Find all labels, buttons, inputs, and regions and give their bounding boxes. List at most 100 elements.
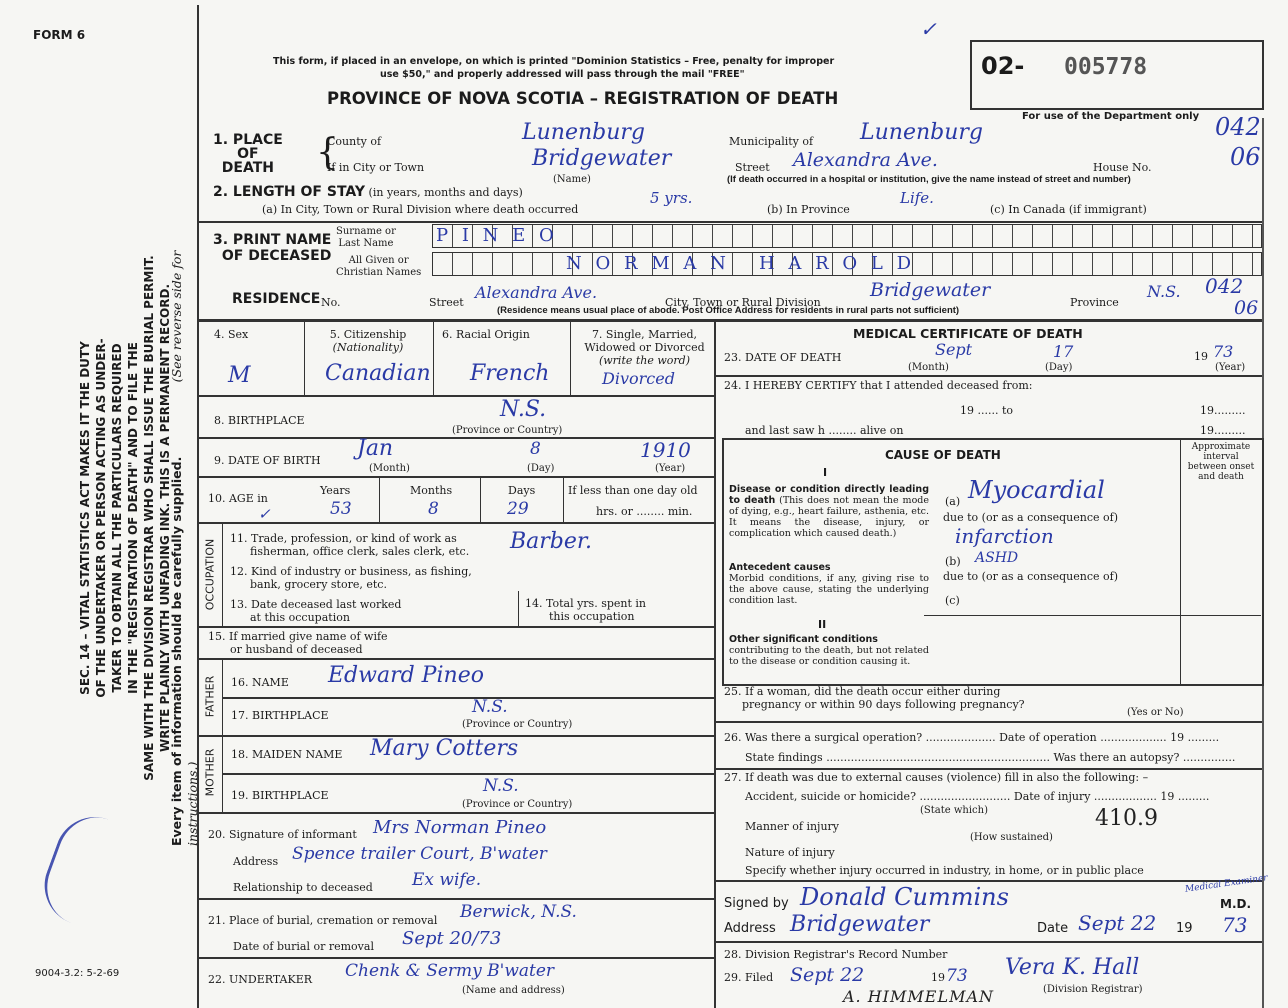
letter-box [1113, 225, 1133, 247]
divider [199, 812, 714, 814]
citizenship-label: 5. Citizenship (Nationality) [313, 328, 423, 354]
relationship-value: Ex wife. [412, 870, 482, 890]
divider [199, 658, 714, 660]
letter-box [913, 253, 933, 275]
father-side-label: FATHER [203, 675, 217, 718]
divider [223, 773, 714, 775]
divider [199, 522, 714, 524]
street-value: Alexandra Ave. [793, 149, 938, 171]
letter-box [1173, 225, 1193, 247]
divider [570, 322, 571, 395]
letter-box [1053, 253, 1073, 275]
county-label: County of [327, 135, 382, 148]
letter-box [513, 225, 533, 247]
letter-box [993, 225, 1013, 247]
divider [197, 319, 1262, 322]
letter-box [1193, 253, 1213, 275]
informant-address-label: Address [233, 855, 279, 868]
letter-box [613, 253, 633, 275]
label: at this occupation [250, 611, 350, 624]
burial-place-label: 21. Place of burial, cremation or remova… [208, 914, 438, 927]
divider [433, 322, 434, 395]
mail-notice-2: use $50," and properly addressed will pa… [380, 69, 745, 80]
letter-box [613, 225, 633, 247]
dod-month: Sept [935, 340, 973, 359]
divider [480, 477, 481, 523]
letter-box [693, 225, 713, 247]
nature-label: Nature of injury [745, 846, 835, 859]
province-note: (Province or Country) [462, 719, 573, 730]
letter-box [433, 225, 453, 247]
years-label: Years [320, 484, 351, 497]
cause-a2-value: infarction [955, 524, 1054, 548]
cause-title: CAUSE OF DEATH [885, 448, 1001, 462]
letter-box [553, 225, 573, 247]
burial-date-value: Sept 20/73 [402, 928, 502, 949]
stay-province-value: Life. [900, 189, 934, 207]
registration-number-box: 02- 005778 [970, 40, 1264, 110]
letter-box [1233, 253, 1253, 275]
page-title: PROVINCE OF NOVA SCOTIA – REGISTRATION O… [327, 89, 839, 108]
divider [379, 477, 380, 523]
spouse-label: 15. If married give name of wife or husba… [208, 630, 388, 656]
letter-box [873, 225, 893, 247]
mother-name-label: 18. MAIDEN NAME [231, 748, 343, 761]
cause-b-label: (b) [945, 555, 961, 568]
signed-by-label: Signed by [724, 896, 789, 911]
letter-box [1113, 253, 1133, 275]
letter-box [953, 253, 973, 275]
letter-box [1073, 253, 1093, 275]
mother-side-label: MOTHER [203, 748, 217, 797]
label: Other significant conditions [729, 634, 878, 645]
age-label: 10. AGE in [208, 492, 268, 505]
accident-label: Accident, suicide or homicide? .........… [745, 790, 1210, 803]
divider [199, 626, 714, 628]
industry-label: 12. Kind of industry or business, as fis… [230, 565, 472, 591]
divider [199, 476, 714, 478]
interval-label: Approximate interval between onset and d… [1187, 442, 1255, 482]
letter-box [1153, 253, 1173, 275]
physician-signature: Donald Cummins [800, 883, 1009, 911]
surname-grid[interactable] [432, 224, 1262, 248]
letter-box [673, 225, 693, 247]
md-label: M.D. [1220, 897, 1252, 911]
attended-end: 19......... [1200, 404, 1246, 417]
letter-box [573, 225, 593, 247]
surname-label: Surname or Last Name [336, 226, 396, 250]
form-number: FORM 6 [33, 28, 86, 42]
dod-year-prefix: 19 [1194, 350, 1208, 363]
letter-box [593, 253, 613, 275]
letter-box [853, 225, 873, 247]
label: 3. PRINT NAME [213, 232, 332, 248]
state-which-note: (State which) [920, 805, 988, 816]
racial-origin-value: French [470, 361, 550, 386]
letter-box [693, 253, 713, 275]
notice-line: IN THE "REGISTRATION OF DEATH" AND TO FI… [126, 342, 140, 694]
letter-box [473, 225, 493, 247]
letter-box [653, 253, 673, 275]
label-note: Morbid conditions, if any, giving rise t… [729, 573, 929, 606]
stay-city-value: 5 yrs. [650, 189, 693, 207]
hospital-note: (If death occurred in a hospital or inst… [727, 174, 1131, 185]
divider [924, 615, 1261, 616]
letter-box [1033, 225, 1053, 247]
letter-box [773, 253, 793, 275]
father-name-value: Edward Pineo [328, 663, 484, 688]
filed-date: Sept 22 [790, 964, 865, 986]
marital-value: Divorced [602, 369, 675, 388]
label: DEATH [221, 160, 274, 176]
cause-b-value: ASHD [975, 550, 1019, 566]
given-names-grid[interactable] [432, 252, 1262, 276]
divider [222, 523, 223, 626]
letter-box [733, 253, 753, 275]
less-than-day-label: If less than one day old [568, 484, 698, 497]
letter-box [1033, 253, 1053, 275]
burial-date-label: Date of burial or removal [233, 940, 374, 953]
letter-box [793, 225, 813, 247]
letter-box [893, 253, 913, 275]
cause-a-value: Myocardial [968, 476, 1105, 504]
label: Antecedent causes [729, 562, 831, 573]
column-divider [714, 320, 716, 1008]
divider [223, 697, 714, 699]
divider [199, 898, 714, 900]
